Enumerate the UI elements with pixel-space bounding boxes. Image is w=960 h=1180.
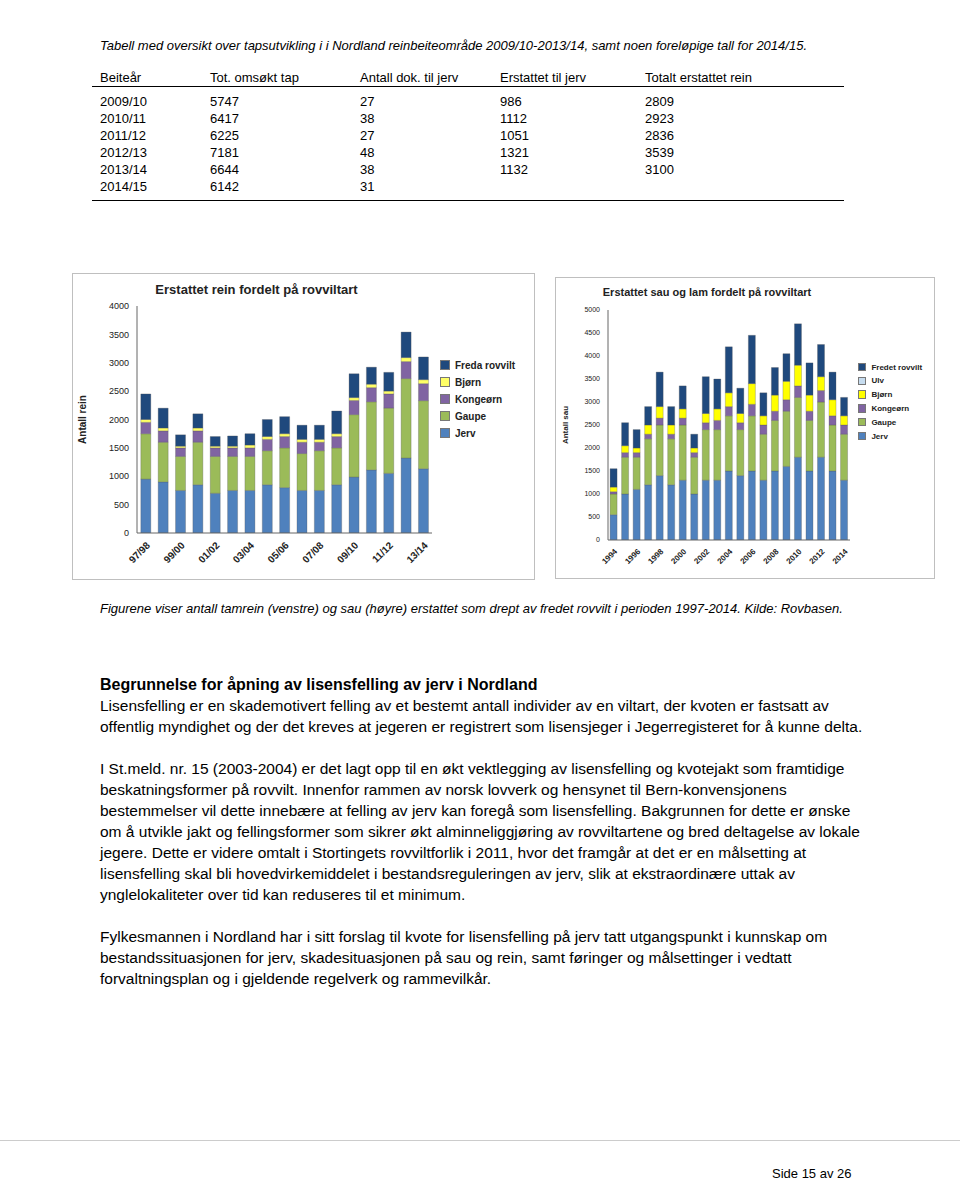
html-text:6225: 6225 (210, 128, 239, 143)
html-text:2012/13: 2012/13 (100, 145, 147, 160)
svg-text:500: 500 (588, 513, 600, 520)
html-text:Tabell med oversikt over tapsu: Tabell med oversikt over tapsutvikling i… (100, 38, 807, 53)
html-text:Figurene viser antall tamrein: Figurene viser antall tamrein (venstre) … (100, 601, 843, 616)
svg-text:2006: 2006 (739, 547, 758, 566)
svg-text:0: 0 (596, 536, 600, 543)
html-text:2809: 2809 (645, 94, 674, 109)
html-text:Erstattet sau og lam fordelt p: Erstattet sau og lam fordelt på rovvilta… (602, 286, 812, 298)
svg-text:1500: 1500 (109, 443, 129, 453)
html-text:Beiteår: Beiteår (100, 70, 142, 85)
svg-text:2004: 2004 (715, 547, 734, 566)
svg-text:1500: 1500 (584, 467, 600, 474)
html-text:2013/14: 2013/14 (100, 162, 147, 177)
html-text:Gaupe: Gaupe (455, 411, 487, 422)
html-text:6142: 6142 (210, 179, 239, 194)
html-text:Begrunnelse for åpning av lise: Begrunnelse for åpning av lisensfelling … (100, 676, 538, 693)
svg-text:500: 500 (114, 500, 129, 510)
html-text:2923: 2923 (645, 111, 674, 126)
svg-text:07/08: 07/08 (300, 539, 326, 565)
html-text:Bjørn: Bjørn (871, 390, 893, 400)
html-text:Lisensfelling er en skademotiv: Lisensfelling er en skademotivert fellin… (100, 697, 863, 735)
svg-text:2500: 2500 (584, 421, 600, 428)
html-text:Bjørn: Bjørn (455, 377, 482, 388)
svg-text:2500: 2500 (109, 386, 129, 396)
html-text:Gaupe: Gaupe (871, 417, 897, 427)
html-text:Erstattet rein fordelt på rovv: Erstattet rein fordelt på rovviltart (155, 282, 358, 297)
html-text:986: 986 (500, 94, 522, 109)
html-text:I St.meld. nr. 15 (2003-2004): I St.meld. nr. 15 (2003-2004) er det lag… (100, 760, 860, 903)
svg-text:2008: 2008 (762, 547, 781, 566)
html-text:1132: 1132 (500, 162, 528, 177)
html-text:3100: 3100 (645, 162, 674, 177)
html-text:5747: 5747 (210, 94, 239, 109)
svg-text:2000: 2000 (584, 444, 600, 451)
html-text:Kongeørn: Kongeørn (455, 394, 503, 405)
html-text:Antall dok. til jerv: Antall dok. til jerv (360, 70, 459, 85)
svg-text:2010: 2010 (785, 547, 804, 566)
html-text:Tot. omsøkt tap: Tot. omsøkt tap (210, 70, 299, 85)
svg-text:0: 0 (124, 528, 129, 538)
html-text:1112: 1112 (500, 111, 527, 126)
svg-text:97/98: 97/98 (127, 539, 153, 565)
svg-text:13/14: 13/14 (404, 539, 430, 565)
svg-text:4500: 4500 (584, 329, 600, 336)
html-text:Ulv: Ulv (871, 376, 884, 386)
html-text:Side 15 av 26: Side 15 av 26 (772, 1166, 852, 1180)
svg-text:2012: 2012 (808, 547, 827, 566)
html-text:1051: 1051 (500, 128, 529, 143)
html-text:31: 31 (360, 179, 375, 194)
html-text:2836: 2836 (645, 128, 674, 143)
html-text:48: 48 (360, 145, 375, 160)
svg-text:1000: 1000 (584, 490, 600, 497)
svg-text:09/10: 09/10 (335, 539, 361, 565)
svg-text:3500: 3500 (109, 330, 129, 340)
svg-text:01/02: 01/02 (196, 539, 222, 565)
html-text:Fylkesmannen i Nordland har i: Fylkesmannen i Nordland har i sitt forsl… (100, 928, 828, 987)
html-text:38: 38 (360, 162, 375, 177)
svg-text:2000: 2000 (669, 547, 688, 566)
html-text:Kongeørn: Kongeørn (871, 403, 910, 413)
svg-text:Antall rein: Antall rein (77, 395, 88, 444)
svg-text:4000: 4000 (109, 301, 129, 311)
svg-text:1998: 1998 (646, 547, 665, 566)
html-text:Jerv: Jerv (455, 428, 476, 439)
html-text:6644: 6644 (210, 162, 239, 177)
svg-text:11/12: 11/12 (370, 539, 395, 564)
svg-text:2014: 2014 (831, 547, 850, 566)
svg-text:2000: 2000 (109, 415, 129, 425)
svg-text:1994: 1994 (600, 547, 619, 566)
svg-text:3000: 3000 (109, 358, 129, 368)
svg-text:99/00: 99/00 (161, 539, 187, 565)
html-text:3539: 3539 (645, 145, 674, 160)
svg-text:3000: 3000 (584, 398, 600, 405)
html-text:Erstattet til jerv: Erstattet til jerv (500, 70, 586, 85)
svg-text:2002: 2002 (692, 547, 711, 566)
svg-text:1000: 1000 (109, 471, 129, 481)
html-text:27: 27 (360, 94, 375, 109)
html-text:38: 38 (360, 111, 375, 126)
html-text:2010/11: 2010/11 (100, 111, 146, 126)
svg-text:1996: 1996 (623, 547, 642, 566)
html-text:Totalt erstattet rein: Totalt erstattet rein (645, 70, 752, 85)
svg-text:3500: 3500 (584, 375, 600, 382)
html-text:6417: 6417 (210, 111, 239, 126)
html-text:2011/12: 2011/12 (100, 128, 146, 143)
html-text:7181: 7181 (210, 145, 239, 160)
html-text:Fredet rovvilt: Fredet rovvilt (871, 362, 923, 372)
html-text:Jerv: Jerv (871, 431, 888, 441)
html-text:2014/15: 2014/15 (100, 179, 147, 194)
html-text:27: 27 (360, 128, 375, 143)
svg-text:05/06: 05/06 (265, 539, 291, 565)
svg-text:5000: 5000 (584, 306, 600, 313)
html-text:1321: 1321 (500, 145, 529, 160)
html-text:Freda rovvilt: Freda rovvilt (455, 360, 515, 371)
svg-text:Antall sau: Antall sau (561, 406, 570, 444)
svg-text:03/04: 03/04 (231, 539, 257, 565)
svg-text:4000: 4000 (584, 352, 600, 359)
html-text:2009/10: 2009/10 (100, 94, 147, 109)
